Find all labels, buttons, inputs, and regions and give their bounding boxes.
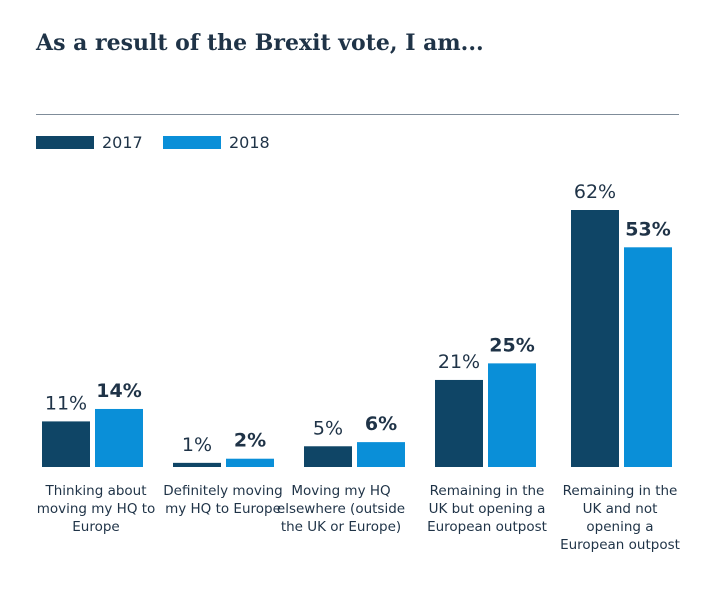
category-label-moving-hq-elsewhere: Moving my HQ elsewhere (outside the UK o…	[276, 483, 406, 535]
title-divider	[36, 114, 679, 115]
data-label-2017-remaining-without-outpost: 62%	[574, 181, 616, 203]
bar-2017-remaining-without-outpost	[571, 210, 619, 467]
bar-2018-moving-hq-elsewhere	[357, 442, 405, 467]
category-label-remaining-with-outpost: Remaining in the UK but opening a Europe…	[427, 483, 547, 535]
data-label-2017-moving-hq-elsewhere: 5%	[313, 417, 343, 439]
bar-2018-remaining-without-outpost	[624, 247, 672, 467]
data-label-2017-thinking-about-moving-hq: 11%	[45, 392, 87, 414]
bar-2017-thinking-about-moving-hq	[42, 421, 90, 467]
bar-2017-remaining-with-outpost	[435, 379, 483, 467]
data-label-2018-remaining-with-outpost: 25%	[489, 334, 534, 356]
legend-label-2017: 2017	[102, 132, 143, 152]
category-label-thinking-about-moving-hq: Thinking about moving my HQ to Europe	[36, 483, 156, 535]
data-label-2018-definitely-moving-hq: 2%	[234, 430, 266, 452]
chart-title: As a result of the Brexit vote, I am...	[36, 30, 484, 56]
data-label-2018-thinking-about-moving-hq: 14%	[96, 380, 141, 402]
bar-2018-thinking-about-moving-hq	[95, 408, 143, 467]
legend-swatch-2017	[36, 135, 94, 149]
data-label-2018-remaining-without-outpost: 53%	[625, 218, 670, 240]
legend-swatch-2018	[163, 135, 221, 149]
bar-2018-remaining-with-outpost	[488, 363, 536, 467]
category-label-remaining-without-outpost: Remaining in the UK and not opening a Eu…	[560, 483, 680, 553]
bar-2017-moving-hq-elsewhere	[304, 446, 352, 467]
bar-2018-definitely-moving-hq	[226, 458, 274, 467]
category-label-definitely-moving-hq: Definitely moving my HQ to Europe	[163, 483, 283, 517]
legend-item-2018: 2018	[163, 132, 270, 152]
data-label-2017-definitely-moving-hq: 1%	[182, 434, 212, 456]
data-label-2018-moving-hq-elsewhere: 6%	[365, 413, 397, 435]
data-label-2017-remaining-with-outpost: 21%	[438, 351, 480, 373]
bar-2017-definitely-moving-hq	[173, 462, 221, 467]
legend-item-2017: 2017	[36, 132, 143, 152]
legend-label-2018: 2018	[229, 132, 270, 152]
